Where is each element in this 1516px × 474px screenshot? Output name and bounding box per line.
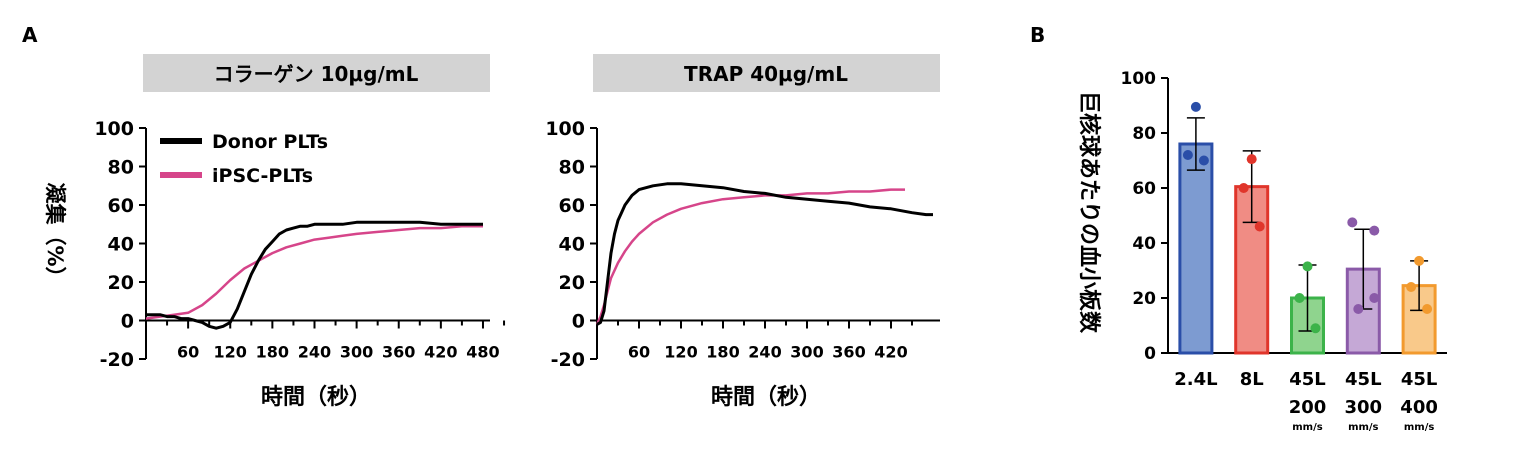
data-point [1294, 293, 1305, 303]
data-point [1198, 155, 1209, 166]
trap-ytick-label: 40 [559, 234, 585, 256]
bar-ytick-label: 20 [1132, 289, 1156, 309]
panel-label-a: A [22, 23, 38, 47]
legend-label-donor: Donor PLTs [212, 131, 328, 153]
data-point [1302, 261, 1313, 272]
collagen-ytick-label: 60 [108, 195, 134, 217]
bar-category-label: 2.4L [1174, 369, 1217, 390]
bar-category-label: 45L [1345, 369, 1382, 390]
data-point [1414, 255, 1425, 266]
trap-ytick-label: 0 [572, 311, 585, 333]
collagen-series-ipsc [145, 224, 483, 320]
data-point [1182, 150, 1193, 160]
collagen-series-donor [146, 220, 483, 330]
chart-trap: TRAP 40μg/mL 時間（秒） 100 80 60 40 20 0 -20 60 120 1… [545, 54, 940, 410]
collagen-ytick-label: 80 [108, 157, 134, 179]
bar-ytick-label: 80 [1132, 124, 1156, 144]
bar [1178, 142, 1214, 355]
data-point [1353, 304, 1364, 314]
trap-xtick-label: 300 [790, 343, 823, 362]
collagen-xtick-label: 360 [382, 343, 415, 362]
chart-collagen-ylabel: 凝集（%） [43, 182, 67, 287]
trap-xtick-label: 120 [664, 343, 697, 362]
chart-bar: 巨核球あたりの血小板数 0 20 40 60 80 100 2.4L 8L 45L 200 mm/s… [1076, 69, 1447, 433]
chart-trap-title-bg [593, 54, 940, 92]
chart-trap-title: TRAP 40μg/mL [684, 62, 848, 86]
data-point [1190, 101, 1201, 112]
collagen-ytick-label: 20 [108, 272, 134, 294]
data-point [1422, 304, 1433, 314]
collagen-ytick-label: 100 [94, 118, 134, 140]
chart-collagen-title: コラーゲン 10μg/mL [214, 62, 419, 86]
data-point [1246, 154, 1257, 165]
trap-ytick-label: -20 [551, 349, 585, 371]
trap-series-ipsc [595, 188, 905, 325]
chart-bar-ylabel: 巨核球あたりの血小板数 [1076, 91, 1102, 334]
chart-collagen-xlabel: 時間（秒） [261, 385, 371, 410]
data-point [1238, 183, 1249, 193]
data-point [1347, 217, 1358, 228]
bar-category-label: 8L [1240, 369, 1264, 390]
chart-collagen: コラーゲン 10μg/mL 時間（秒） 凝集（%） Donor PLTs iPS… [43, 54, 506, 410]
bar-category-unit: mm/s [1348, 422, 1378, 433]
bar-category-label: 45L [1401, 369, 1438, 390]
data-point [1254, 221, 1265, 232]
collagen-xtick-label: 180 [256, 343, 289, 362]
trap-ytick-label: 20 [559, 272, 585, 294]
data-point [1310, 323, 1321, 334]
trap-ytick-label: 60 [559, 195, 585, 217]
collagen-ytick-label: 40 [108, 234, 134, 256]
data-point [1406, 282, 1417, 292]
bar-category-label: 45L [1289, 369, 1326, 390]
bar-category-unit: mm/s [1292, 422, 1322, 433]
chart-collagen-legend: Donor PLTs iPSC-PLTs [160, 131, 328, 187]
trap-xtick-label: 180 [706, 343, 739, 362]
collagen-ytick-label: -20 [100, 349, 134, 371]
trap-xtick-label: 360 [832, 343, 865, 362]
bar-ytick-label: 40 [1132, 234, 1156, 254]
panel-label-b: B [1030, 23, 1045, 47]
trap-series-donor [596, 182, 933, 326]
chart-trap-xlabel: 時間（秒） [711, 385, 821, 410]
collagen-ytick-label: 0 [121, 311, 134, 333]
data-point [1369, 225, 1380, 236]
collagen-xtick-label: 480 [466, 343, 499, 362]
bar-ytick-label: 60 [1132, 179, 1156, 199]
collagen-xtick-label: 420 [424, 343, 457, 362]
bar-category-unit: mm/s [1404, 422, 1434, 433]
trap-xtick-label: 240 [748, 343, 781, 362]
bar-ytick-label: 0 [1144, 344, 1156, 364]
bar-category-speed: 200 [1289, 397, 1327, 418]
trap-xtick-label: 60 [628, 343, 650, 362]
trap-xtick-label: 420 [874, 343, 907, 362]
collagen-xtick-label: 60 [177, 343, 199, 362]
bar-category-speed: 400 [1400, 397, 1438, 418]
collagen-xtick-label: 120 [214, 343, 247, 362]
bar-ytick-label: 100 [1121, 69, 1157, 89]
trap-ytick-label: 80 [559, 157, 585, 179]
collagen-xtick-label: 300 [340, 343, 373, 362]
data-point [1369, 293, 1380, 303]
trap-ytick-label: 100 [545, 118, 585, 140]
bar-category-speed: 300 [1345, 397, 1383, 418]
legend-label-ipsc: iPSC-PLTs [212, 165, 313, 187]
collagen-xtick-label: 240 [298, 343, 331, 362]
chart-collagen-title-bg [143, 54, 490, 92]
